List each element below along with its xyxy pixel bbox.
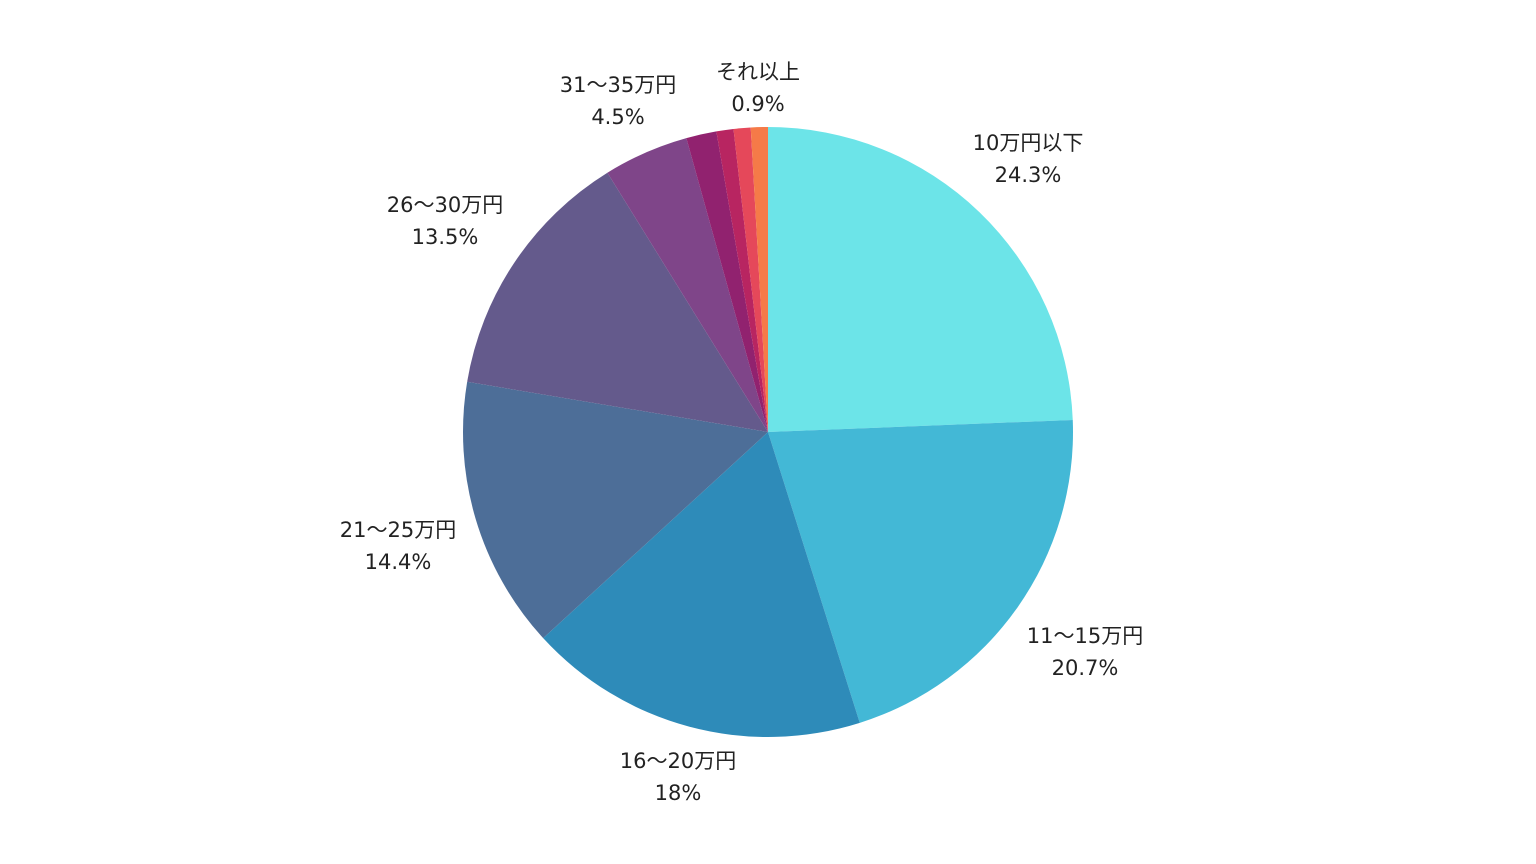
pie-slice-6 — [686, 131, 768, 432]
slice-label-9: それ以上 — [716, 60, 800, 84]
slice-value-label-5: 4.5% — [591, 105, 644, 129]
slice-value-label-1: 20.7% — [1052, 656, 1119, 680]
pie-slices — [463, 127, 1073, 737]
pie-labels: 10万円以下 24.3% 11〜15万円 20.7% 16〜20万円 18% 21〜25万円… — [340, 60, 1143, 805]
pie-slice-2 — [543, 432, 860, 737]
pie-slice-3 — [463, 381, 768, 639]
slice-label-3: 21〜25万円 — [340, 518, 456, 542]
pie-slice-0 — [768, 127, 1073, 432]
slice-value-label-0: 24.3% — [995, 163, 1062, 187]
slice-label-2: 16〜20万円 — [620, 749, 736, 773]
pie-slice-7 — [716, 128, 768, 433]
slice-value-label-4: 13.5% — [412, 225, 479, 249]
slice-value-label-2: 18% — [655, 781, 702, 805]
slice-label-5: 31〜35万円 — [560, 73, 676, 97]
pie-slice-4 — [467, 172, 768, 432]
slice-value-label-9: 0.9% — [731, 92, 784, 116]
pie-slice-5 — [607, 138, 768, 432]
pie-slice-9 — [750, 127, 768, 432]
slice-label-4: 26〜30万円 — [387, 193, 503, 217]
slice-value-label-3: 14.4% — [365, 550, 432, 574]
slice-label-1: 11〜15万円 — [1027, 624, 1143, 648]
pie-slice-8 — [733, 127, 768, 432]
pie-slice-1 — [768, 419, 1073, 723]
slice-label-0: 10万円以下 — [973, 131, 1084, 155]
